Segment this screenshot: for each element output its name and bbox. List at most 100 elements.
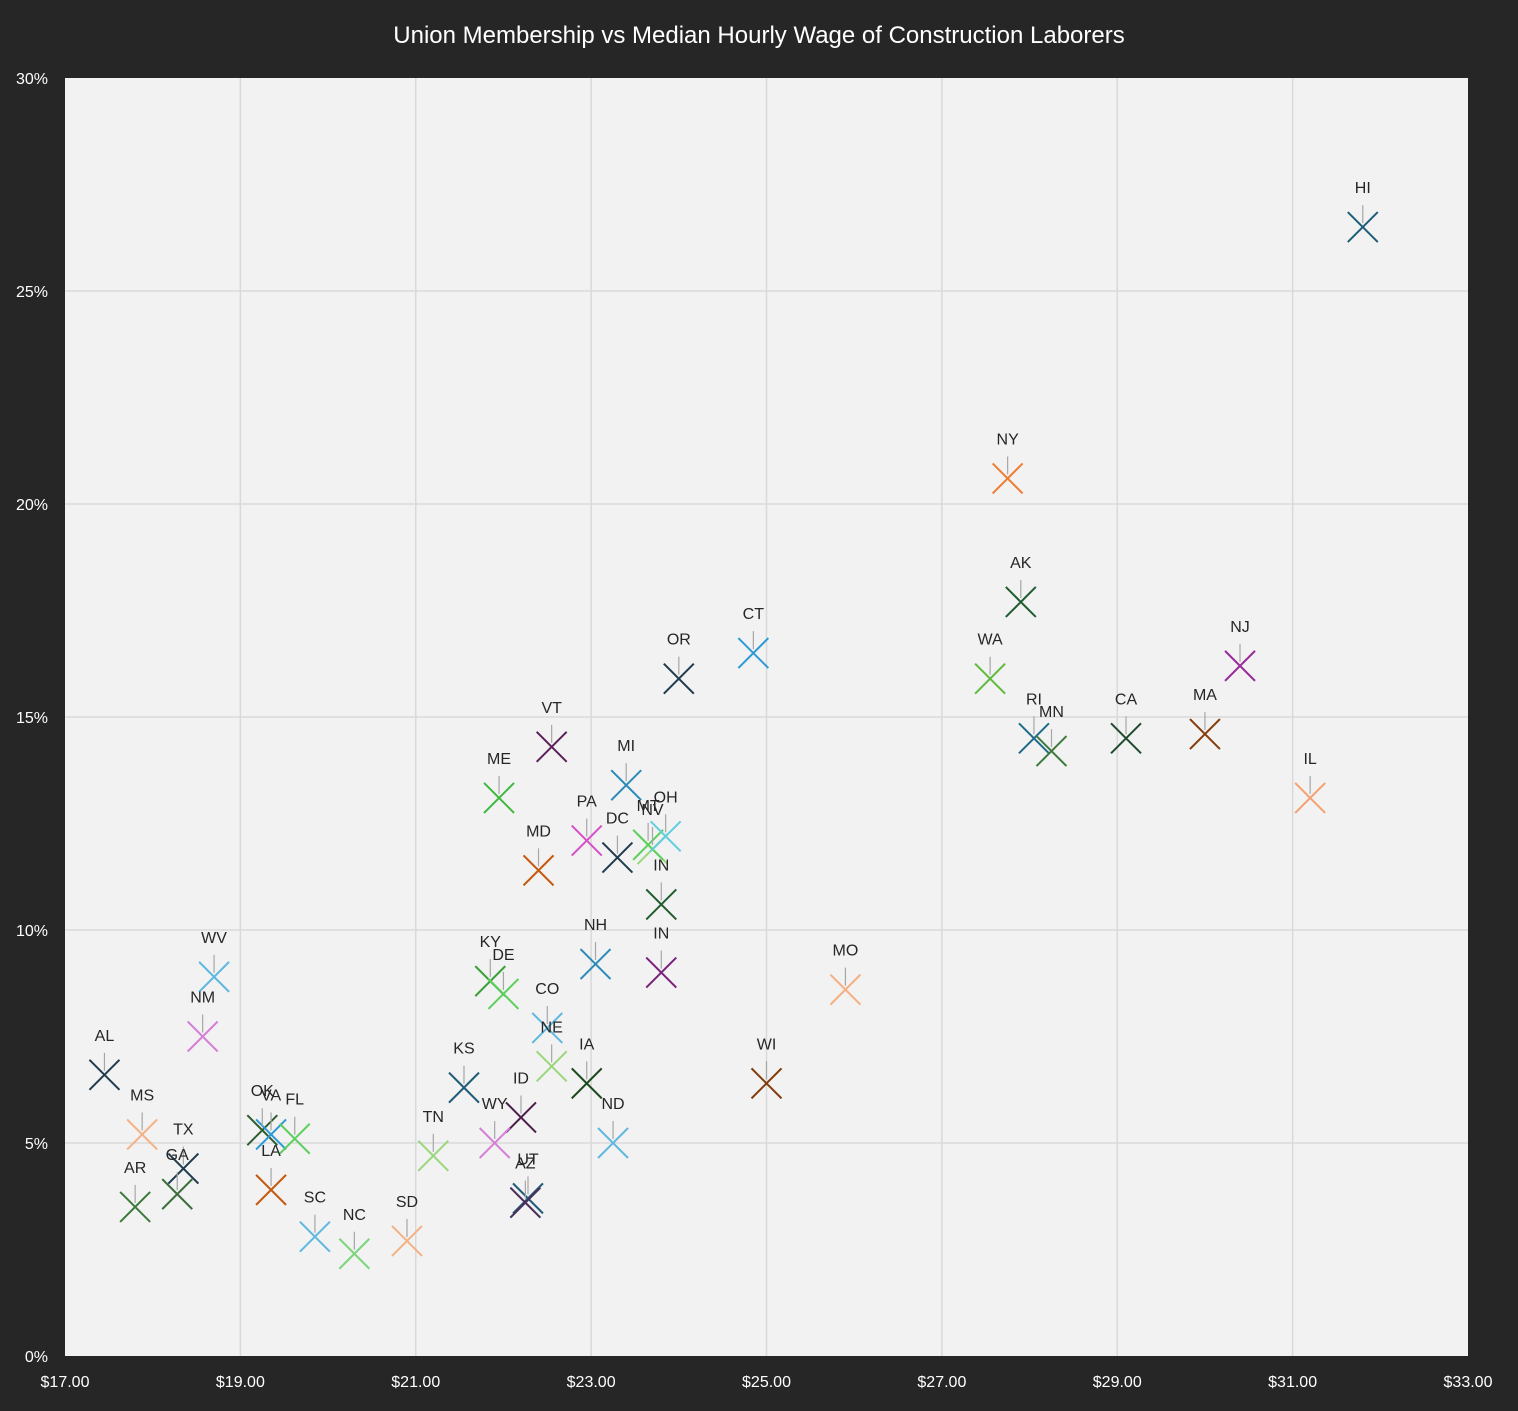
data-label-ia: IA [579, 1036, 594, 1053]
data-point-hi [1347, 211, 1379, 243]
data-point-in [645, 956, 677, 989]
x-tick-label: $31.00 [1268, 1374, 1317, 1391]
x-tick-label: $23.00 [567, 1374, 616, 1391]
data-point-wv [198, 961, 230, 993]
data-point-sd [391, 1225, 423, 1257]
y-tick-label: 25% [16, 284, 48, 301]
data-label-mn: MN [1039, 704, 1064, 721]
data-label-in: IN [653, 926, 669, 943]
data-label-hi: HI [1355, 180, 1371, 197]
data-label-az: AZ [515, 1156, 536, 1173]
x-tick-label: $25.00 [742, 1374, 791, 1391]
data-label-ny: NY [997, 431, 1020, 448]
data-label-la: LA [261, 1143, 281, 1160]
data-point-fl [279, 1123, 311, 1155]
x-tick-label: $33.00 [1444, 1374, 1493, 1391]
data-point-md [522, 854, 555, 887]
data-label-nd: ND [601, 1096, 624, 1113]
data-point-nh [579, 948, 612, 980]
x-tick-label: $21.00 [391, 1374, 440, 1391]
data-label-tx: TX [173, 1122, 194, 1139]
data-label-in: IN [653, 857, 669, 874]
data-label-ca: CA [1115, 691, 1138, 708]
y-tick-label: 10% [16, 923, 48, 940]
data-label-tn: TN [423, 1109, 444, 1126]
data-point-nj [1224, 650, 1256, 682]
data-label-wv: WV [201, 930, 227, 947]
data-label-md: MD [526, 823, 551, 840]
data-point-tn [417, 1140, 449, 1172]
data-label-wy: WY [482, 1096, 508, 1113]
data-point-la [255, 1174, 287, 1206]
data-point-vt [535, 731, 568, 763]
data-point-wa [974, 662, 1006, 695]
data-label-ma: MA [1193, 687, 1217, 704]
data-point-nm [186, 1020, 219, 1053]
y-tick-label: 30% [16, 71, 48, 88]
data-label-ky: KY [480, 934, 502, 951]
data-label-ok: OK [251, 1083, 274, 1100]
data-point-co [531, 1012, 563, 1044]
data-point-al [88, 1059, 121, 1091]
data-label-va: VA [261, 1087, 281, 1104]
data-label-vt: VT [541, 700, 562, 717]
data-point-ne [535, 1050, 568, 1083]
data-point-pa [571, 824, 603, 857]
data-label-co: CO [535, 981, 559, 998]
data-point-ok [246, 1114, 279, 1146]
y-tick-label: 20% [16, 497, 48, 514]
data-label-mt: MT [637, 798, 660, 815]
data-point-dc [601, 841, 634, 874]
data-point-il [1294, 782, 1326, 814]
y-tick-label: 5% [25, 1136, 48, 1153]
data-label-pa: PA [577, 794, 597, 811]
data-label-ms: MS [130, 1087, 154, 1104]
data-label-ar: AR [124, 1160, 146, 1177]
data-point-ks [448, 1071, 480, 1104]
data-point-nd [597, 1127, 629, 1159]
data-point-me [483, 782, 515, 814]
data-label-me: ME [487, 751, 511, 768]
data-point-wy [478, 1127, 511, 1159]
data-label-mo: MO [833, 943, 859, 960]
data-point-ms [126, 1118, 158, 1151]
data-label-wi: WI [757, 1036, 777, 1053]
y-tick-label: 0% [25, 1349, 48, 1366]
data-point-wi [750, 1067, 783, 1100]
data-point-sc [299, 1221, 331, 1253]
data-label-il: IL [1303, 751, 1316, 768]
data-label-ak: AK [1010, 555, 1032, 572]
data-label-id: ID [513, 1070, 529, 1087]
data-point-de [487, 978, 520, 1010]
data-point-mt [632, 829, 664, 861]
data-label-dc: DC [606, 811, 629, 828]
data-point-mi [610, 769, 642, 801]
data-label-oh: OH [654, 789, 678, 806]
x-tick-label: $19.00 [216, 1374, 265, 1391]
data-point-tx [167, 1152, 200, 1185]
x-tick-label: $17.00 [41, 1374, 90, 1391]
axis-tick-labels: $17.00 $19.00 $21.00 $23.00 $25.00 $27.00 $29.… [16, 71, 1493, 1391]
data-label-nh: NH [584, 917, 607, 934]
data-label-ks: KS [453, 1041, 474, 1058]
data-point-or [663, 662, 695, 695]
data-label-ne: NE [541, 1019, 563, 1036]
data-label-sc: SC [304, 1190, 326, 1207]
chart-title: Union Membership vs Median Hourly Wage o… [393, 22, 1124, 49]
data-point-ca [1110, 722, 1142, 755]
data-point-nc [338, 1238, 371, 1270]
data-label-de: DE [492, 947, 514, 964]
data-point-oh [649, 820, 682, 852]
data-label-ga: GA [166, 1147, 189, 1164]
data-label-ut: UT [517, 1151, 539, 1168]
data-label-al: AL [95, 1028, 115, 1045]
data-label-fl: FL [285, 1092, 304, 1109]
data-label-or: OR [667, 632, 691, 649]
data-point-ak [1005, 586, 1037, 618]
data-point-id [505, 1101, 537, 1134]
data-point-ga [161, 1178, 193, 1210]
data-label-nc: NC [343, 1207, 366, 1224]
